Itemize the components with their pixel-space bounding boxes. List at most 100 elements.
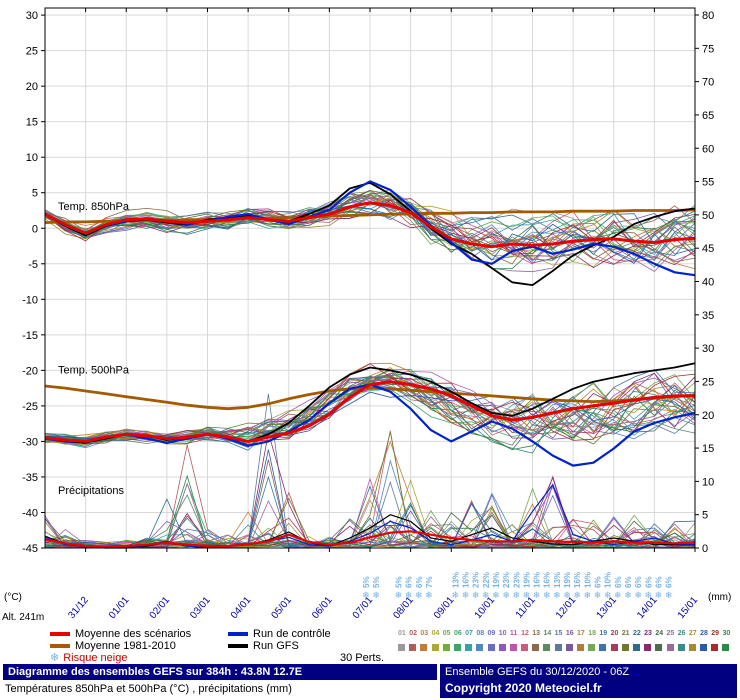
legend-item-clim: Moyenne 1981-2010 xyxy=(50,640,191,652)
main-series-layer xyxy=(44,180,696,549)
member-number: 11 xyxy=(509,630,518,637)
snow-risk-percent: 5% xyxy=(362,576,371,588)
member-color-square xyxy=(655,644,663,651)
member-number: 27 xyxy=(688,630,697,637)
snowflake-icon: ❄ xyxy=(425,590,433,600)
snow-risk-percent: 7% xyxy=(425,576,434,588)
member-number: 17 xyxy=(577,630,585,637)
footer-subtitle: Températures 850hPa et 500hPa (°C) , pré… xyxy=(5,683,292,695)
snowflake-icon: ❄ xyxy=(523,590,531,600)
snowflake-icon: ❄ xyxy=(492,590,500,600)
svg-text:35: 35 xyxy=(702,310,714,322)
member-numbers: 01 02 03 04 05 06 07 08 09 10 11 12 13 14 15 16 17 18 19 20… xyxy=(398,630,738,637)
snow-risk-percent: 5% xyxy=(372,576,381,588)
member-number: 15 xyxy=(554,630,563,637)
svg-text:75: 75 xyxy=(702,43,714,55)
legend-item-mean: Moyenne des scénarios xyxy=(50,628,191,640)
snowflake-icon: ❄ xyxy=(405,590,413,600)
snow-risk-percent: 13% xyxy=(553,572,562,588)
snow-risk-row: ❄5%❄5%❄5%❄6%❄6%❄7%❄13%❄16%❄23%❄22%❄19%❄2… xyxy=(362,572,674,600)
member-number: 24 xyxy=(655,630,664,637)
snowflake-icon: ❄ xyxy=(614,590,622,600)
svg-text:06/01: 06/01 xyxy=(310,595,335,622)
series-t500_clim xyxy=(44,384,696,411)
member-color-square xyxy=(521,644,529,651)
svg-text:25: 25 xyxy=(26,46,38,58)
svg-text:10: 10 xyxy=(702,476,714,488)
perts-count-label: 30 Perts. xyxy=(340,652,385,664)
svg-text:15/01: 15/01 xyxy=(676,595,701,622)
snow-risk-percent: 6% xyxy=(594,576,603,588)
svg-text:-40: -40 xyxy=(22,507,38,519)
snowflake-icon: ❄ xyxy=(655,590,663,600)
axis-labels: 302520151050-5-10-15-20-25-30-35-40-4580… xyxy=(22,10,714,555)
svg-text:25: 25 xyxy=(702,376,714,388)
member-number: 23 xyxy=(644,630,652,637)
snow-risk-percent: 6% xyxy=(415,576,424,588)
axes-layer xyxy=(41,7,699,552)
snow-risk-percent: 19% xyxy=(492,572,501,588)
snowflake-icon: ❄ xyxy=(512,590,520,600)
snowflake-icon: ❄ xyxy=(543,590,551,600)
series-t850_mean xyxy=(44,201,696,249)
snow-risk-percent: 16% xyxy=(543,572,552,588)
member-color-square xyxy=(688,644,696,651)
member-color-square xyxy=(431,644,439,651)
member-number: 13 xyxy=(532,630,541,637)
svg-text:0: 0 xyxy=(702,543,708,555)
snow-risk-percent: 6% xyxy=(644,576,653,588)
member-color-square xyxy=(398,644,405,651)
member-number: 25 xyxy=(666,630,675,637)
legend-item-snow-risk: ❄ Risque neige xyxy=(50,652,191,664)
snowflake-icon: ❄ xyxy=(604,590,612,600)
snowflake-icon: ❄ xyxy=(362,590,370,600)
member-number: 22 xyxy=(632,630,641,637)
svg-text:-25: -25 xyxy=(22,401,38,413)
run-info-label: Ensemble GEFS du 30/12/2020 - 06Z xyxy=(445,666,630,678)
legend-mean-label: Moyenne des scénarios xyxy=(75,628,192,640)
legend-gfs-label: Run GFS xyxy=(253,640,299,652)
copyright-label: Copyright 2020 Meteociel.fr xyxy=(445,681,602,695)
member-color-squares xyxy=(398,642,734,654)
svg-text:40: 40 xyxy=(702,277,714,289)
snow-risk-percent: 16% xyxy=(533,572,542,588)
member-number: 07 xyxy=(465,630,473,637)
member-color-square xyxy=(632,644,640,651)
svg-text:55: 55 xyxy=(702,177,714,189)
series-t500_mean xyxy=(44,380,695,443)
svg-text:10: 10 xyxy=(26,152,38,164)
member-color-square xyxy=(565,644,573,651)
member-number: 26 xyxy=(677,630,686,637)
legend-item-control: Run de contrôle xyxy=(228,628,384,640)
snowflake-icon: ❄ xyxy=(573,590,581,600)
member-number: 10 xyxy=(498,630,507,637)
member-color-square xyxy=(700,644,708,651)
member-number: 05 xyxy=(442,630,451,637)
member-color-square xyxy=(666,644,674,651)
svg-text:31/12: 31/12 xyxy=(66,595,91,622)
member-color-square xyxy=(610,644,618,651)
snowflake-icon: ❄ xyxy=(452,590,460,600)
snow-risk-percent: 23% xyxy=(472,572,481,588)
snowflake-icon: ❄ xyxy=(472,590,480,600)
member-number: 16 xyxy=(565,630,574,637)
svg-text:15: 15 xyxy=(702,443,714,455)
svg-text:03/01: 03/01 xyxy=(188,595,213,622)
member-color-square xyxy=(498,644,506,651)
snowflake-icon: ❄ xyxy=(634,590,642,600)
member-number: 04 xyxy=(431,630,440,637)
svg-text:15: 15 xyxy=(26,117,38,129)
left-axis-unit: (°C) xyxy=(4,592,22,603)
member-number: 12 xyxy=(521,630,529,637)
member-color-square xyxy=(599,644,607,651)
member-color-square xyxy=(442,644,450,651)
member-color-square xyxy=(621,644,629,651)
snowflake-icon: ❄ xyxy=(502,590,510,600)
temp-500-label: Temp. 500hPa xyxy=(58,364,130,376)
member-number: 01 xyxy=(398,630,406,637)
svg-text:45: 45 xyxy=(702,243,714,255)
legend-clim-label: Moyenne 1981-2010 xyxy=(75,640,176,652)
control-line-swatch xyxy=(228,632,248,636)
clim-line-swatch xyxy=(50,644,70,648)
